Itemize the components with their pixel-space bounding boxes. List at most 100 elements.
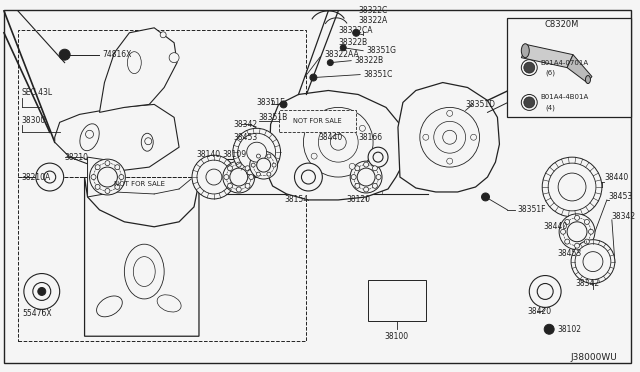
Circle shape: [327, 60, 333, 65]
Circle shape: [36, 163, 63, 191]
Circle shape: [563, 218, 591, 246]
Text: 38322C: 38322C: [358, 6, 387, 15]
Circle shape: [340, 45, 346, 51]
Circle shape: [524, 62, 535, 73]
Text: 38351F: 38351F: [517, 205, 546, 214]
Circle shape: [584, 219, 589, 224]
Circle shape: [280, 101, 287, 108]
Circle shape: [90, 159, 125, 195]
Circle shape: [119, 174, 124, 180]
Polygon shape: [398, 83, 499, 192]
Circle shape: [558, 173, 586, 201]
Circle shape: [447, 158, 452, 164]
Circle shape: [318, 122, 358, 162]
Text: 55476X: 55476X: [22, 309, 51, 318]
Text: J38000WU: J38000WU: [570, 353, 617, 362]
Circle shape: [115, 165, 120, 170]
Circle shape: [24, 273, 60, 310]
Circle shape: [583, 252, 603, 272]
Circle shape: [252, 163, 255, 167]
Circle shape: [97, 167, 117, 187]
Circle shape: [294, 163, 323, 191]
Circle shape: [95, 185, 100, 189]
Text: (6): (6): [545, 69, 555, 76]
Circle shape: [481, 193, 490, 201]
Bar: [508, 18, 631, 117]
Text: 38210: 38210: [65, 153, 89, 162]
Circle shape: [245, 166, 250, 171]
Circle shape: [38, 288, 46, 295]
Text: B01A4-4B01A: B01A4-4B01A: [540, 94, 588, 100]
Text: 38440: 38440: [605, 173, 629, 182]
Circle shape: [59, 49, 70, 60]
Circle shape: [561, 229, 566, 234]
Circle shape: [33, 282, 51, 301]
Circle shape: [584, 239, 589, 244]
Circle shape: [227, 183, 232, 188]
Circle shape: [105, 161, 110, 166]
Circle shape: [223, 161, 255, 193]
Circle shape: [420, 108, 479, 167]
Circle shape: [470, 134, 477, 140]
Circle shape: [86, 130, 93, 138]
Ellipse shape: [157, 295, 181, 312]
Bar: [18, 30, 307, 177]
Text: 38102: 38102: [557, 325, 581, 334]
Circle shape: [351, 174, 356, 180]
Text: 38351D: 38351D: [466, 100, 495, 109]
Circle shape: [537, 283, 553, 299]
Text: 38322AA: 38322AA: [324, 50, 359, 59]
Ellipse shape: [133, 257, 156, 286]
Circle shape: [522, 60, 537, 76]
Text: 38342: 38342: [575, 279, 599, 288]
Circle shape: [321, 115, 327, 121]
Bar: [278, 110, 356, 132]
Circle shape: [372, 166, 378, 171]
Circle shape: [588, 229, 593, 234]
Circle shape: [571, 240, 615, 283]
Polygon shape: [88, 157, 108, 197]
Circle shape: [364, 162, 369, 167]
Text: 38351C: 38351C: [363, 70, 392, 79]
Circle shape: [349, 163, 355, 169]
Circle shape: [93, 163, 122, 191]
Text: 38166: 38166: [358, 133, 382, 142]
Circle shape: [373, 152, 383, 162]
Circle shape: [250, 151, 278, 179]
Circle shape: [145, 138, 152, 145]
Circle shape: [524, 97, 535, 108]
Text: 38100: 38100: [385, 332, 409, 341]
Circle shape: [355, 183, 360, 188]
Circle shape: [548, 163, 596, 211]
Text: 38322B: 38322B: [339, 38, 367, 47]
Circle shape: [236, 187, 241, 192]
Ellipse shape: [141, 133, 153, 151]
Circle shape: [197, 160, 231, 194]
Circle shape: [257, 154, 260, 158]
Ellipse shape: [127, 52, 141, 74]
Circle shape: [443, 130, 457, 144]
Text: 38300: 38300: [22, 116, 46, 125]
Text: 38453: 38453: [234, 133, 258, 142]
Circle shape: [360, 125, 365, 131]
Text: 38440: 38440: [318, 133, 342, 142]
Circle shape: [44, 171, 56, 183]
Ellipse shape: [586, 76, 591, 84]
Circle shape: [192, 155, 236, 199]
Circle shape: [542, 157, 602, 217]
Text: 38351G: 38351G: [366, 46, 396, 55]
Circle shape: [423, 134, 429, 140]
Circle shape: [236, 162, 241, 167]
Circle shape: [253, 155, 274, 176]
Circle shape: [354, 165, 378, 189]
Ellipse shape: [124, 244, 164, 299]
Circle shape: [91, 174, 96, 180]
Circle shape: [357, 168, 375, 186]
Circle shape: [233, 128, 280, 176]
Circle shape: [372, 183, 378, 188]
Circle shape: [249, 174, 253, 180]
Text: 38154: 38154: [284, 195, 308, 205]
Text: 38109: 38109: [223, 150, 247, 159]
Polygon shape: [567, 55, 592, 83]
Text: 38322B: 38322B: [354, 56, 383, 65]
